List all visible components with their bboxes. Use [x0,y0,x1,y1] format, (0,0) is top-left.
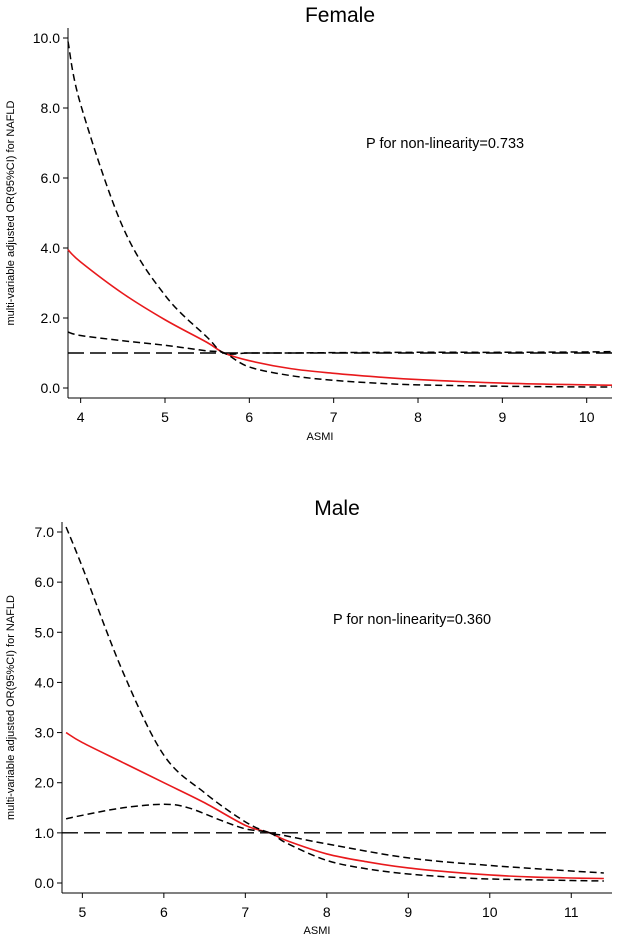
lower-ci-curve [67,331,613,388]
x-tick-label: 10 [482,904,498,920]
x-axis-label: ASMI [307,431,334,443]
x-tick-label: 7 [241,904,249,920]
p-value-annotation: P for non-linearity=0.360 [333,612,491,628]
x-tick-label: 7 [330,409,338,425]
chart-title: Female [305,4,375,27]
x-tick-label: 9 [498,409,506,425]
x-tick-label: 10 [579,409,595,425]
x-axis-label: ASMI [304,925,331,937]
p-value-annotation: P for non-linearity=0.733 [366,136,524,152]
or-curve [67,249,613,386]
upper-ci-curve [65,526,604,874]
y-tick-label: 4.0 [35,674,55,690]
y-tick-label: 2.0 [35,775,55,791]
y-axis-label: multi-variable adjusted OR(95%CI) for NA… [5,595,17,820]
y-tick-label: 10.0 [33,30,60,46]
y-tick-label: 4.0 [41,240,61,256]
x-tick-label: 8 [323,904,331,920]
chart-female: Female 0.0 2.0 4.0 6.0 8.0 10.0 4 5 6 7 8 9 10 ASMI mul… [5,4,613,443]
x-tick-label: 6 [160,904,168,920]
x-tick-label: 5 [161,409,169,425]
y-axis-label: multi-variable adjusted OR(95%CI) for NA… [5,100,17,325]
y-tick-label: 1.0 [35,825,55,841]
y-tick-label: 0.0 [35,875,55,891]
x-tick-label: 9 [404,904,412,920]
lower-ci-curve [65,803,604,882]
y-tick-label: 0.0 [41,380,61,396]
y-tick-label: 2.0 [41,310,61,326]
chart-title: Male [314,497,360,520]
y-tick-label: 8.0 [41,100,61,116]
y-tick-label: 6.0 [41,170,61,186]
or-curve [65,731,604,880]
y-tick-label: 3.0 [35,725,55,741]
upper-ci-curve [67,41,613,355]
y-tick-label: 5.0 [35,624,55,640]
chart-male: Male 0.0 1.0 2.0 3.0 4.0 5.0 6.0 7.0 5 6 7 8 9 10 11 ASM… [5,497,612,937]
x-tick-label: 6 [245,409,253,425]
x-tick-label: 8 [414,409,422,425]
x-tick-label: 5 [78,904,86,920]
y-tick-label: 6.0 [35,574,55,590]
x-tick-label: 11 [564,904,579,920]
x-tick-label: 4 [77,409,85,425]
y-tick-label: 7.0 [35,524,55,540]
